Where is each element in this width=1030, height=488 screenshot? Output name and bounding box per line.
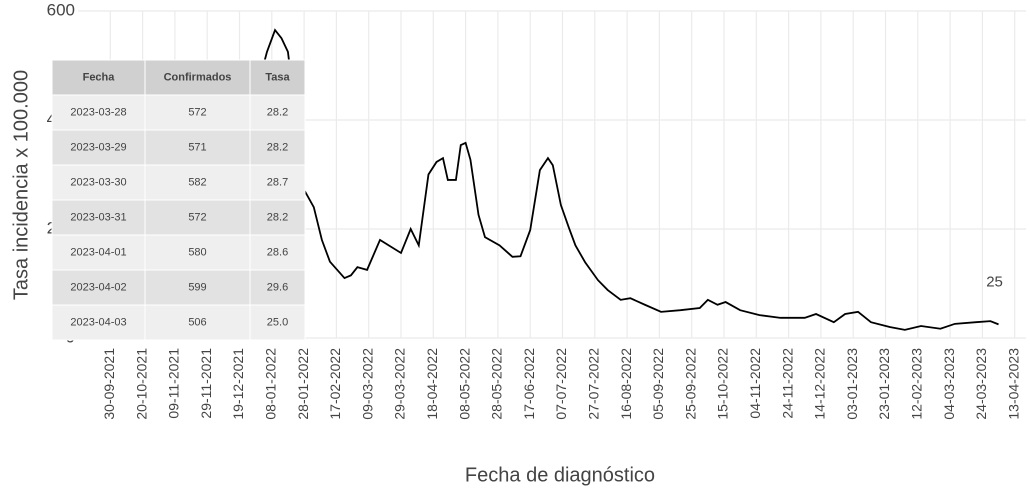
table-text: 2023-03-31 [70, 211, 126, 223]
x-tick-label: 05-09-2022 [650, 348, 666, 420]
table-cell [51, 94, 146, 131]
x-tick-label: 09-03-2022 [359, 348, 375, 420]
table-cell [51, 164, 146, 201]
table-cell [51, 304, 146, 341]
table-text: 2023-03-28 [70, 106, 126, 118]
table-text: 28.2 [267, 211, 288, 223]
x-tick-label: 12-02-2023 [908, 348, 924, 420]
table-cell [249, 199, 306, 236]
x-tick-label: 27-07-2022 [586, 348, 602, 420]
table-cell [144, 129, 251, 166]
table-cell [249, 269, 306, 306]
table-text: 571 [188, 141, 206, 153]
table-cell [249, 129, 306, 166]
table-text: 25.0 [267, 316, 288, 328]
table-header: Tasa [265, 71, 290, 83]
x-tick-label: 16-08-2022 [618, 348, 634, 420]
table-text: 572 [188, 106, 206, 118]
data-table: Fecha Confirmados Tasa 2023-03-28 572 28.2 202… [51, 59, 306, 341]
table-text: 28.2 [267, 106, 288, 118]
x-tick-label: 28-05-2022 [489, 348, 505, 420]
x-tick-label: 15-10-2022 [715, 348, 731, 420]
y-tick-label: 600 [47, 0, 75, 19]
x-tick-label: 30-09-2021 [101, 348, 117, 420]
x-tick-label: 13-04-2023 [1005, 348, 1021, 420]
table-header: Fecha [83, 71, 116, 83]
table-text: 28.2 [267, 141, 288, 153]
x-tick-label: 18-04-2022 [424, 348, 440, 420]
table-text: 599 [188, 281, 206, 293]
x-tick-label: 20-10-2021 [133, 348, 149, 420]
x-tick-label: 17-02-2022 [327, 348, 343, 420]
table-text: 582 [188, 176, 206, 188]
table-cell [249, 234, 306, 271]
x-tick-label: 08-01-2022 [263, 348, 279, 420]
x-tick-label: 08-05-2022 [456, 348, 472, 420]
x-axis-title: Fecha de diagnóstico [465, 464, 655, 486]
table-header-cell [249, 59, 306, 96]
table-text: 2023-03-29 [70, 141, 126, 153]
table-text: 2023-04-02 [70, 281, 126, 293]
table-cell [51, 269, 146, 306]
x-tick-label: 29-11-2021 [198, 348, 214, 419]
x-tick-label: 07-07-2022 [553, 348, 569, 420]
table-cell [249, 164, 306, 201]
x-tick-label: 03-01-2023 [844, 348, 860, 420]
table-cell [144, 304, 251, 341]
table-cell [51, 129, 146, 166]
table-text: 2023-04-03 [70, 316, 126, 328]
x-tick-label: 23-01-2023 [876, 348, 892, 420]
x-tick-label: 14-12-2022 [812, 348, 828, 420]
annotation: 25 [986, 273, 1003, 290]
x-tick-label: 04-03-2023 [941, 348, 957, 420]
x-tick-label: 04-11-2022 [747, 348, 763, 419]
x-tick-label: 29-03-2022 [392, 348, 408, 420]
data-line [259, 28, 999, 331]
table-text: 2023-03-30 [70, 176, 126, 188]
table-text: 572 [188, 211, 206, 223]
x-tick-label: 24-11-2022 [779, 348, 795, 419]
y-axis-title: Tasa incidencia x 100.000 [10, 70, 32, 300]
table-header: Confirmados [164, 71, 232, 83]
table-text: 2023-04-01 [70, 246, 126, 258]
table-text: 29.6 [267, 281, 288, 293]
table-cell [144, 199, 251, 236]
table-text: 28.7 [267, 176, 288, 188]
table-cell [51, 199, 146, 236]
x-tick-label: 24-03-2023 [973, 348, 989, 420]
table-cell [249, 94, 306, 131]
table-cell [249, 304, 306, 341]
table-cell [51, 234, 146, 271]
table-text: 506 [188, 316, 206, 328]
x-tick-label: 09-11-2021 [166, 348, 182, 419]
table-text: 28.6 [267, 246, 288, 258]
x-tick-label: 25-09-2022 [682, 348, 698, 420]
x-tick-label: 17-06-2022 [521, 348, 537, 420]
x-tick-label: 19-12-2021 [230, 348, 246, 420]
table-text: 580 [188, 246, 206, 258]
x-tick-label: 28-01-2022 [295, 348, 311, 420]
